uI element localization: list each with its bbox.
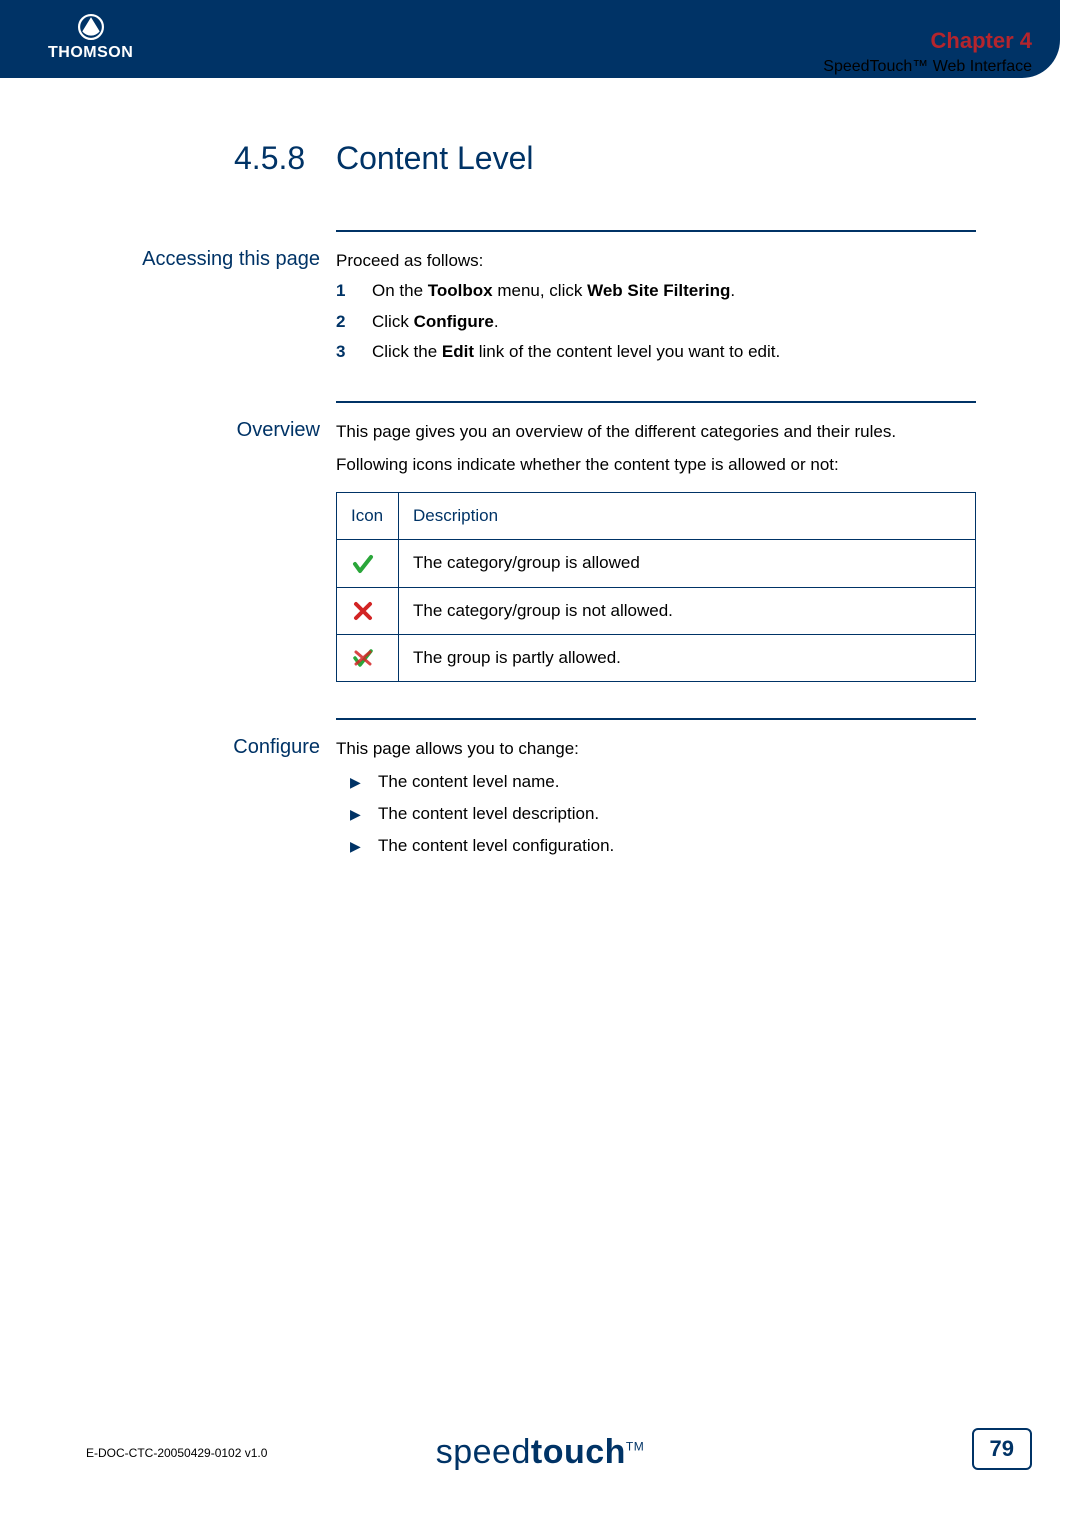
- configure-intro: This page allows you to change:: [336, 736, 976, 762]
- list-item: ▶The content level configuration.: [336, 833, 976, 859]
- overview-p1: This page gives you an overview of the d…: [336, 419, 976, 445]
- arrow-icon: ▶: [350, 804, 361, 826]
- th-icon: Icon: [337, 493, 399, 540]
- accessing-intro: Proceed as follows:: [336, 248, 976, 274]
- section-title: Content Level: [336, 140, 533, 177]
- step-2: 2 Click Configure.: [336, 309, 976, 335]
- logo-icon: [78, 14, 104, 40]
- overview-p2: Following icons indicate whether the con…: [336, 452, 976, 478]
- table-row: The category/group is allowed: [337, 540, 976, 587]
- logo-text: THOMSON: [48, 44, 133, 62]
- list-item: ▶The content level name.: [336, 769, 976, 795]
- page-footer: E-DOC-CTC-20050429-0102 v1.0 speedtouchT…: [0, 1416, 1080, 1472]
- partial-icon: [351, 646, 375, 670]
- table-header-row: Icon Description: [337, 493, 976, 540]
- table-row: The group is partly allowed.: [337, 635, 976, 682]
- label-configure: Configure: [20, 736, 320, 759]
- chapter-title: Chapter 4: [823, 28, 1032, 54]
- row-desc: The category/group is allowed: [399, 540, 976, 587]
- allowed-icon: [351, 552, 375, 576]
- chapter-header: Chapter 4 SpeedTouch™ Web Interface: [823, 28, 1032, 76]
- thomson-logo: THOMSON: [48, 14, 133, 62]
- th-description: Description: [399, 493, 976, 540]
- accessing-steps: 1 On the Toolbox menu, click Web Site Fi…: [336, 278, 976, 365]
- section-number: 4.5.8: [234, 140, 305, 177]
- not-allowed-icon: [351, 599, 375, 623]
- step-1: 1 On the Toolbox menu, click Web Site Fi…: [336, 278, 976, 304]
- label-overview: Overview: [20, 419, 320, 442]
- divider: [336, 230, 976, 232]
- arrow-icon: ▶: [350, 772, 361, 794]
- list-item: ▶The content level description.: [336, 801, 976, 827]
- row-desc: The category/group is not allowed.: [399, 587, 976, 634]
- divider: [336, 401, 976, 403]
- page-number: 79: [972, 1428, 1032, 1470]
- label-accessing: Accessing this page: [20, 248, 320, 271]
- table-row: The category/group is not allowed.: [337, 587, 976, 634]
- step-3: 3 Click the Edit link of the content lev…: [336, 339, 976, 365]
- divider: [336, 718, 976, 720]
- configure-list: ▶The content level name. ▶The content le…: [336, 769, 976, 860]
- arrow-icon: ▶: [350, 836, 361, 858]
- brand-wordmark: speedtouchTM: [0, 1433, 1080, 1472]
- row-desc: The group is partly allowed.: [399, 635, 976, 682]
- chapter-subtitle: SpeedTouch™ Web Interface: [823, 58, 1032, 76]
- icon-table: Icon Description The category/group is a…: [336, 492, 976, 682]
